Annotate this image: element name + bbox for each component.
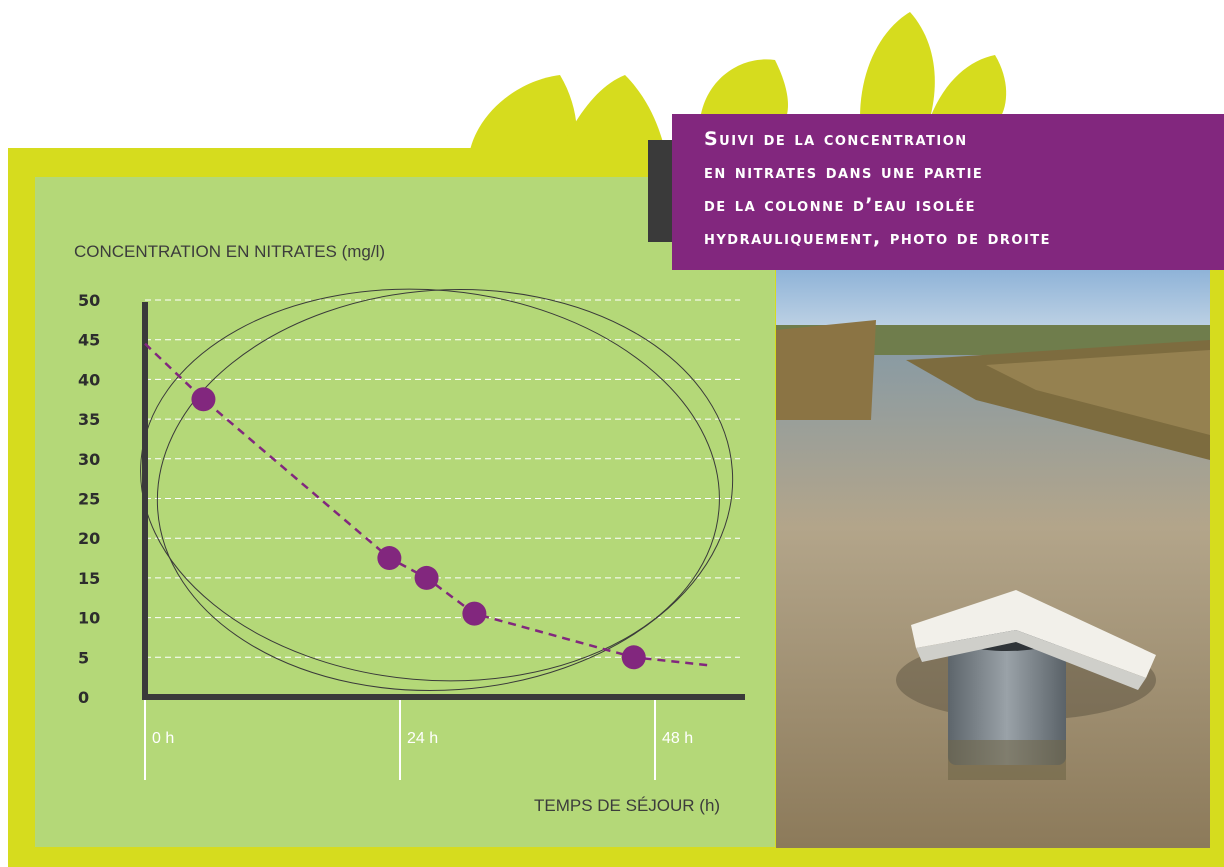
field-photo-drawing xyxy=(776,270,1210,848)
title-line-4: hydrauliquement, photo de droite xyxy=(704,227,1052,249)
leaf-shape xyxy=(700,59,788,120)
leaf-shape xyxy=(560,75,665,150)
y-tick-label: 25 xyxy=(78,490,100,509)
y-tick-label: 5 xyxy=(78,648,89,667)
y-axis-label: CONCENTRATION EN NITRATES (mg/l) xyxy=(74,242,386,261)
y-tick-label: 35 xyxy=(78,410,100,429)
data-point xyxy=(377,546,402,571)
data-point xyxy=(191,387,216,412)
title-line-1: Suivi de la concentration xyxy=(704,128,968,150)
leaf-shape xyxy=(470,75,577,150)
leaf-shape xyxy=(930,55,1007,118)
data-point xyxy=(621,645,646,670)
y-tick-label: 40 xyxy=(78,370,100,389)
ellipse-annotation xyxy=(156,288,734,692)
leaf-shape xyxy=(860,12,935,118)
field-photo xyxy=(776,270,1210,848)
ellipse-annotation xyxy=(140,288,720,682)
y-tick-label: 10 xyxy=(78,609,100,628)
x-tick-label: 0 h xyxy=(152,730,174,747)
x-tick-label: 48 h xyxy=(662,730,693,747)
y-tick-label: 30 xyxy=(78,450,100,469)
y-tick-label: 15 xyxy=(78,569,100,588)
y-tick-label: 50 xyxy=(78,291,100,310)
y-tick-label: 20 xyxy=(78,529,100,548)
x-tick-label: 24 h xyxy=(407,730,438,747)
title-line-2: en nitrates dans une partie xyxy=(704,161,984,183)
x-axis-label: TEMPS DE SÉJOUR (h) xyxy=(534,796,721,815)
trend-line xyxy=(144,342,709,667)
y-tick-label: 0 xyxy=(78,688,89,707)
title-line-3: de la colonne d’eau isolée xyxy=(704,194,976,216)
data-point xyxy=(414,565,439,590)
chart-title-box: Suivi de la concentration en nitrates da… xyxy=(672,114,1224,270)
data-point xyxy=(462,601,487,626)
y-tick-label: 45 xyxy=(78,331,100,350)
